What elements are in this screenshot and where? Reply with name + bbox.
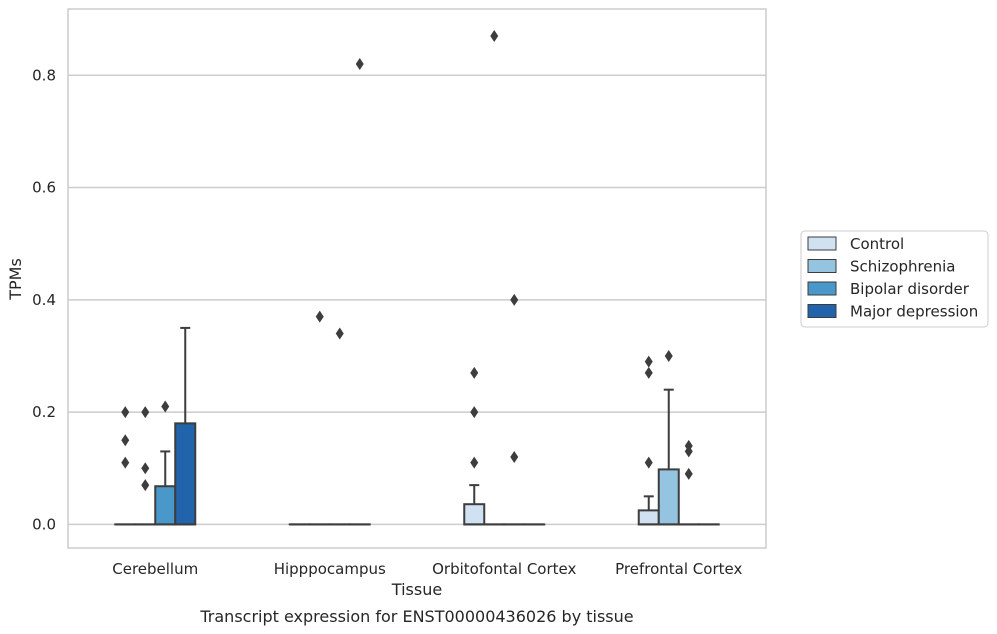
outlier-point — [684, 467, 693, 480]
box-group — [348, 58, 371, 526]
y-tick-label: 0.4 — [32, 291, 56, 309]
box-group — [154, 400, 177, 526]
box-group — [503, 293, 526, 526]
box — [637, 509, 660, 526]
grid-lines — [68, 74, 766, 526]
legend-swatch — [807, 281, 837, 296]
outlier-point — [315, 310, 324, 323]
box-group — [657, 349, 680, 526]
box — [174, 422, 197, 526]
outlier-point — [141, 462, 150, 475]
legend-swatch — [807, 236, 837, 251]
outlier-point — [161, 400, 170, 413]
plot-area-frame — [67, 8, 767, 549]
outlier-point — [644, 366, 653, 379]
box-group — [114, 406, 137, 526]
outlier-point — [355, 58, 364, 71]
legend: Control Schizophrenia Bipolar disorder Majo… — [800, 230, 989, 328]
box-group — [637, 355, 660, 526]
outlier-point — [470, 366, 479, 379]
outlier-point — [510, 293, 519, 306]
box-group — [308, 310, 331, 526]
legend-frame — [800, 230, 989, 328]
chart-caption: Transcript expression for ENST0000043602… — [199, 607, 633, 626]
box-series — [114, 29, 720, 526]
outlier-point — [510, 451, 519, 464]
box-group — [483, 29, 506, 526]
outlier-point — [470, 406, 479, 419]
legend-label: Control — [850, 235, 904, 253]
outlier-point — [121, 434, 130, 447]
x-axis-label: Tissue — [391, 580, 442, 599]
x-tick-labels: Cerebellum Hipppocampus Orbitofontal Corte… — [112, 560, 742, 578]
legend-swatch — [807, 304, 837, 318]
box-group — [174, 326, 197, 526]
box-group — [134, 406, 157, 526]
x-tick-label: Prefrontal Cortex — [615, 560, 742, 578]
box — [463, 503, 486, 526]
box — [154, 485, 177, 526]
box-group — [463, 366, 486, 526]
y-axis-label: TPMs — [6, 258, 25, 301]
outlier-point — [470, 456, 479, 469]
outlier-point — [644, 456, 653, 469]
legend-label: Schizophrenia — [850, 258, 955, 276]
x-tick-label: Hipppocampus — [274, 560, 386, 578]
outlier-point — [335, 327, 344, 340]
y-tick-labels: 0.0 0.2 0.4 0.6 0.8 — [32, 66, 56, 533]
outlier-point — [121, 456, 130, 469]
outlier-point — [644, 355, 653, 368]
legend-label: Bipolar disorder — [850, 280, 970, 298]
y-tick-label: 0.2 — [32, 403, 56, 421]
y-tick-label: 0.0 — [32, 515, 56, 533]
outlier-point — [141, 479, 150, 492]
outlier-point — [664, 349, 673, 362]
box-group — [328, 327, 351, 526]
box-group — [677, 439, 700, 526]
y-tick-label: 0.8 — [32, 66, 56, 84]
legend-label: Major depression — [850, 303, 978, 321]
box — [657, 468, 680, 526]
outlier-point — [121, 406, 130, 419]
y-tick-label: 0.6 — [32, 179, 56, 197]
outlier-point — [684, 445, 693, 458]
outlier-point — [490, 29, 499, 42]
x-tick-label: Cerebellum — [112, 560, 198, 578]
legend-swatch — [807, 259, 837, 273]
x-tick-label: Orbitofontal Cortex — [432, 560, 576, 578]
outlier-point — [141, 406, 150, 419]
